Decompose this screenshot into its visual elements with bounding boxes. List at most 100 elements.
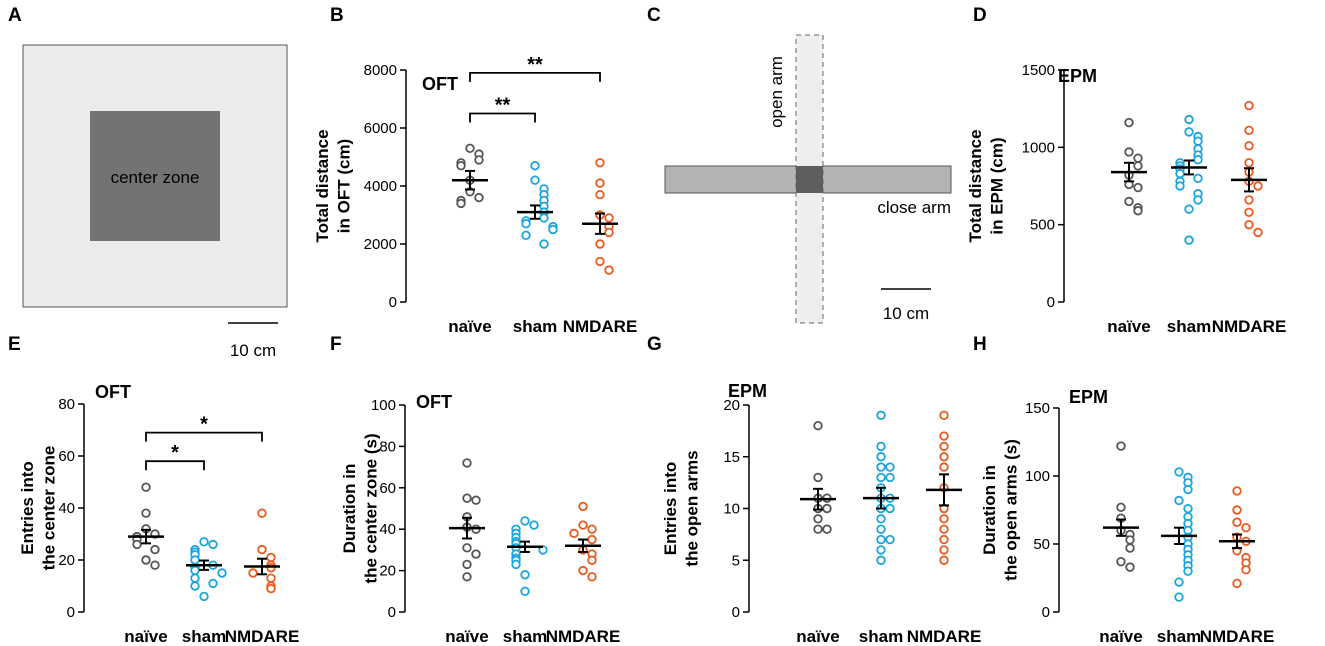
x-category-label: sham: [513, 317, 557, 336]
x-category-label: NMDARE: [546, 627, 621, 646]
significance-marker: *: [200, 414, 208, 436]
data-point: [822, 524, 832, 534]
data-point: [939, 514, 949, 524]
data-point: [190, 555, 200, 565]
data-point: [539, 213, 549, 223]
data-point: [530, 160, 540, 171]
y-axis-label-line: the open arms (s): [1001, 439, 1020, 581]
y-axis-label: Total distance in EPM (cm): [966, 129, 1006, 242]
y-axis-label: Duration in the center zone (s): [340, 433, 380, 583]
y-axis-label: Duration in the open arms (s): [980, 439, 1020, 581]
data-point: [462, 572, 472, 582]
y-tick-label: 1000: [1022, 139, 1055, 156]
x-category-label: sham: [1167, 317, 1211, 336]
data-point: [595, 239, 605, 249]
panel-d: D EPM 0 500 1000 1500 Total distance in EPM (cm…: [966, 5, 1286, 336]
data-point: [578, 501, 588, 512]
panel-label: E: [8, 334, 21, 355]
y-tick-label: 5: [732, 552, 740, 569]
data-point: [199, 537, 209, 547]
y-tick-label: 80: [379, 438, 396, 455]
data-point: [885, 462, 895, 472]
x-category-label: NMDARE: [563, 317, 638, 336]
data-point: [199, 591, 209, 602]
data-point: [876, 452, 886, 462]
data-point: [190, 581, 200, 591]
data-point: [474, 192, 484, 203]
data-point: [1124, 196, 1134, 207]
data-point: [876, 534, 886, 545]
y-axis-label-line: the center zone (s): [361, 433, 380, 583]
data-point: [1193, 173, 1203, 183]
x-category-label: naïve: [448, 317, 491, 336]
data-point: [539, 239, 549, 249]
y-tick-label: 0: [67, 604, 75, 621]
panel-b: B OFT 0 2000 4000 6000 8000 Total distance in OF…: [313, 5, 637, 336]
x-category-label: NMDARE: [225, 627, 300, 646]
data-point: [1116, 502, 1126, 512]
data-point: [1253, 181, 1263, 191]
y-axis-label-line: in EPM (cm): [987, 137, 1006, 234]
significance-bracket: [469, 112, 536, 123]
panel-a: A center zone 10 cm: [8, 5, 288, 360]
panel-g: G EPM 0 5 10 15 20 Entries into the open arms naï…: [647, 334, 981, 646]
center-zone-label: center zone: [111, 168, 200, 187]
chart-title: EPM: [728, 381, 767, 401]
data-point: [141, 482, 151, 492]
data-point: [578, 565, 588, 576]
panel-c: C open arm close arm 10 cm: [647, 5, 952, 324]
data-point: [1232, 486, 1242, 496]
data-point: [266, 563, 276, 573]
x-category-label: naïve: [1099, 627, 1142, 646]
y-tick-label: 100: [371, 397, 396, 414]
data-point: [939, 524, 949, 534]
data-point: [1174, 592, 1184, 602]
data-point: [1244, 141, 1254, 151]
close-arm-label: close arm: [877, 198, 951, 217]
x-category-label: NMDARE: [1200, 627, 1275, 646]
data-point: [885, 503, 895, 514]
chart-title: OFT: [416, 392, 452, 412]
data-point: [876, 514, 886, 524]
data-point: [595, 189, 605, 200]
x-category-label: sham: [182, 627, 226, 646]
data-point: [876, 441, 886, 452]
y-tick-label: 0: [389, 294, 397, 311]
data-point: [266, 583, 276, 594]
y-tick-label: 2000: [364, 236, 397, 253]
data-point: [604, 265, 614, 275]
panel-label: B: [330, 5, 344, 26]
panel-e: E OFT 0 20 40 60 80 Entries into the center zone…: [8, 334, 299, 646]
data-point: [521, 218, 531, 229]
data-point: [569, 528, 579, 539]
data-point: [266, 552, 276, 563]
center-zone: [90, 111, 220, 241]
y-tick-label: 20: [379, 563, 396, 580]
data-point: [217, 568, 227, 578]
chart-title: OFT: [422, 74, 458, 94]
data-point: [595, 178, 605, 188]
y-axis-label: Total distance in OFT (cm): [313, 129, 353, 242]
data-point: [1244, 219, 1254, 230]
data-point: [1232, 578, 1242, 589]
data-point: [813, 472, 823, 483]
data-point: [587, 524, 597, 534]
data-point: [876, 472, 886, 483]
data-point: [1244, 100, 1254, 111]
data-point: [1244, 207, 1254, 217]
data-point: [578, 520, 588, 530]
panel-label: C: [647, 5, 661, 26]
data-point: [1193, 195, 1203, 205]
x-category-label: naïve: [124, 627, 167, 646]
significance-bracket: [145, 431, 263, 442]
y-tick-label: 0: [1042, 604, 1050, 621]
y-tick-label: 0: [388, 604, 396, 621]
data-point: [595, 256, 605, 267]
data-point: [939, 431, 949, 441]
data-point: [141, 555, 151, 565]
data-point: [248, 568, 258, 578]
data-point: [604, 213, 614, 223]
data-point: [939, 441, 949, 452]
data-point: [595, 158, 605, 168]
